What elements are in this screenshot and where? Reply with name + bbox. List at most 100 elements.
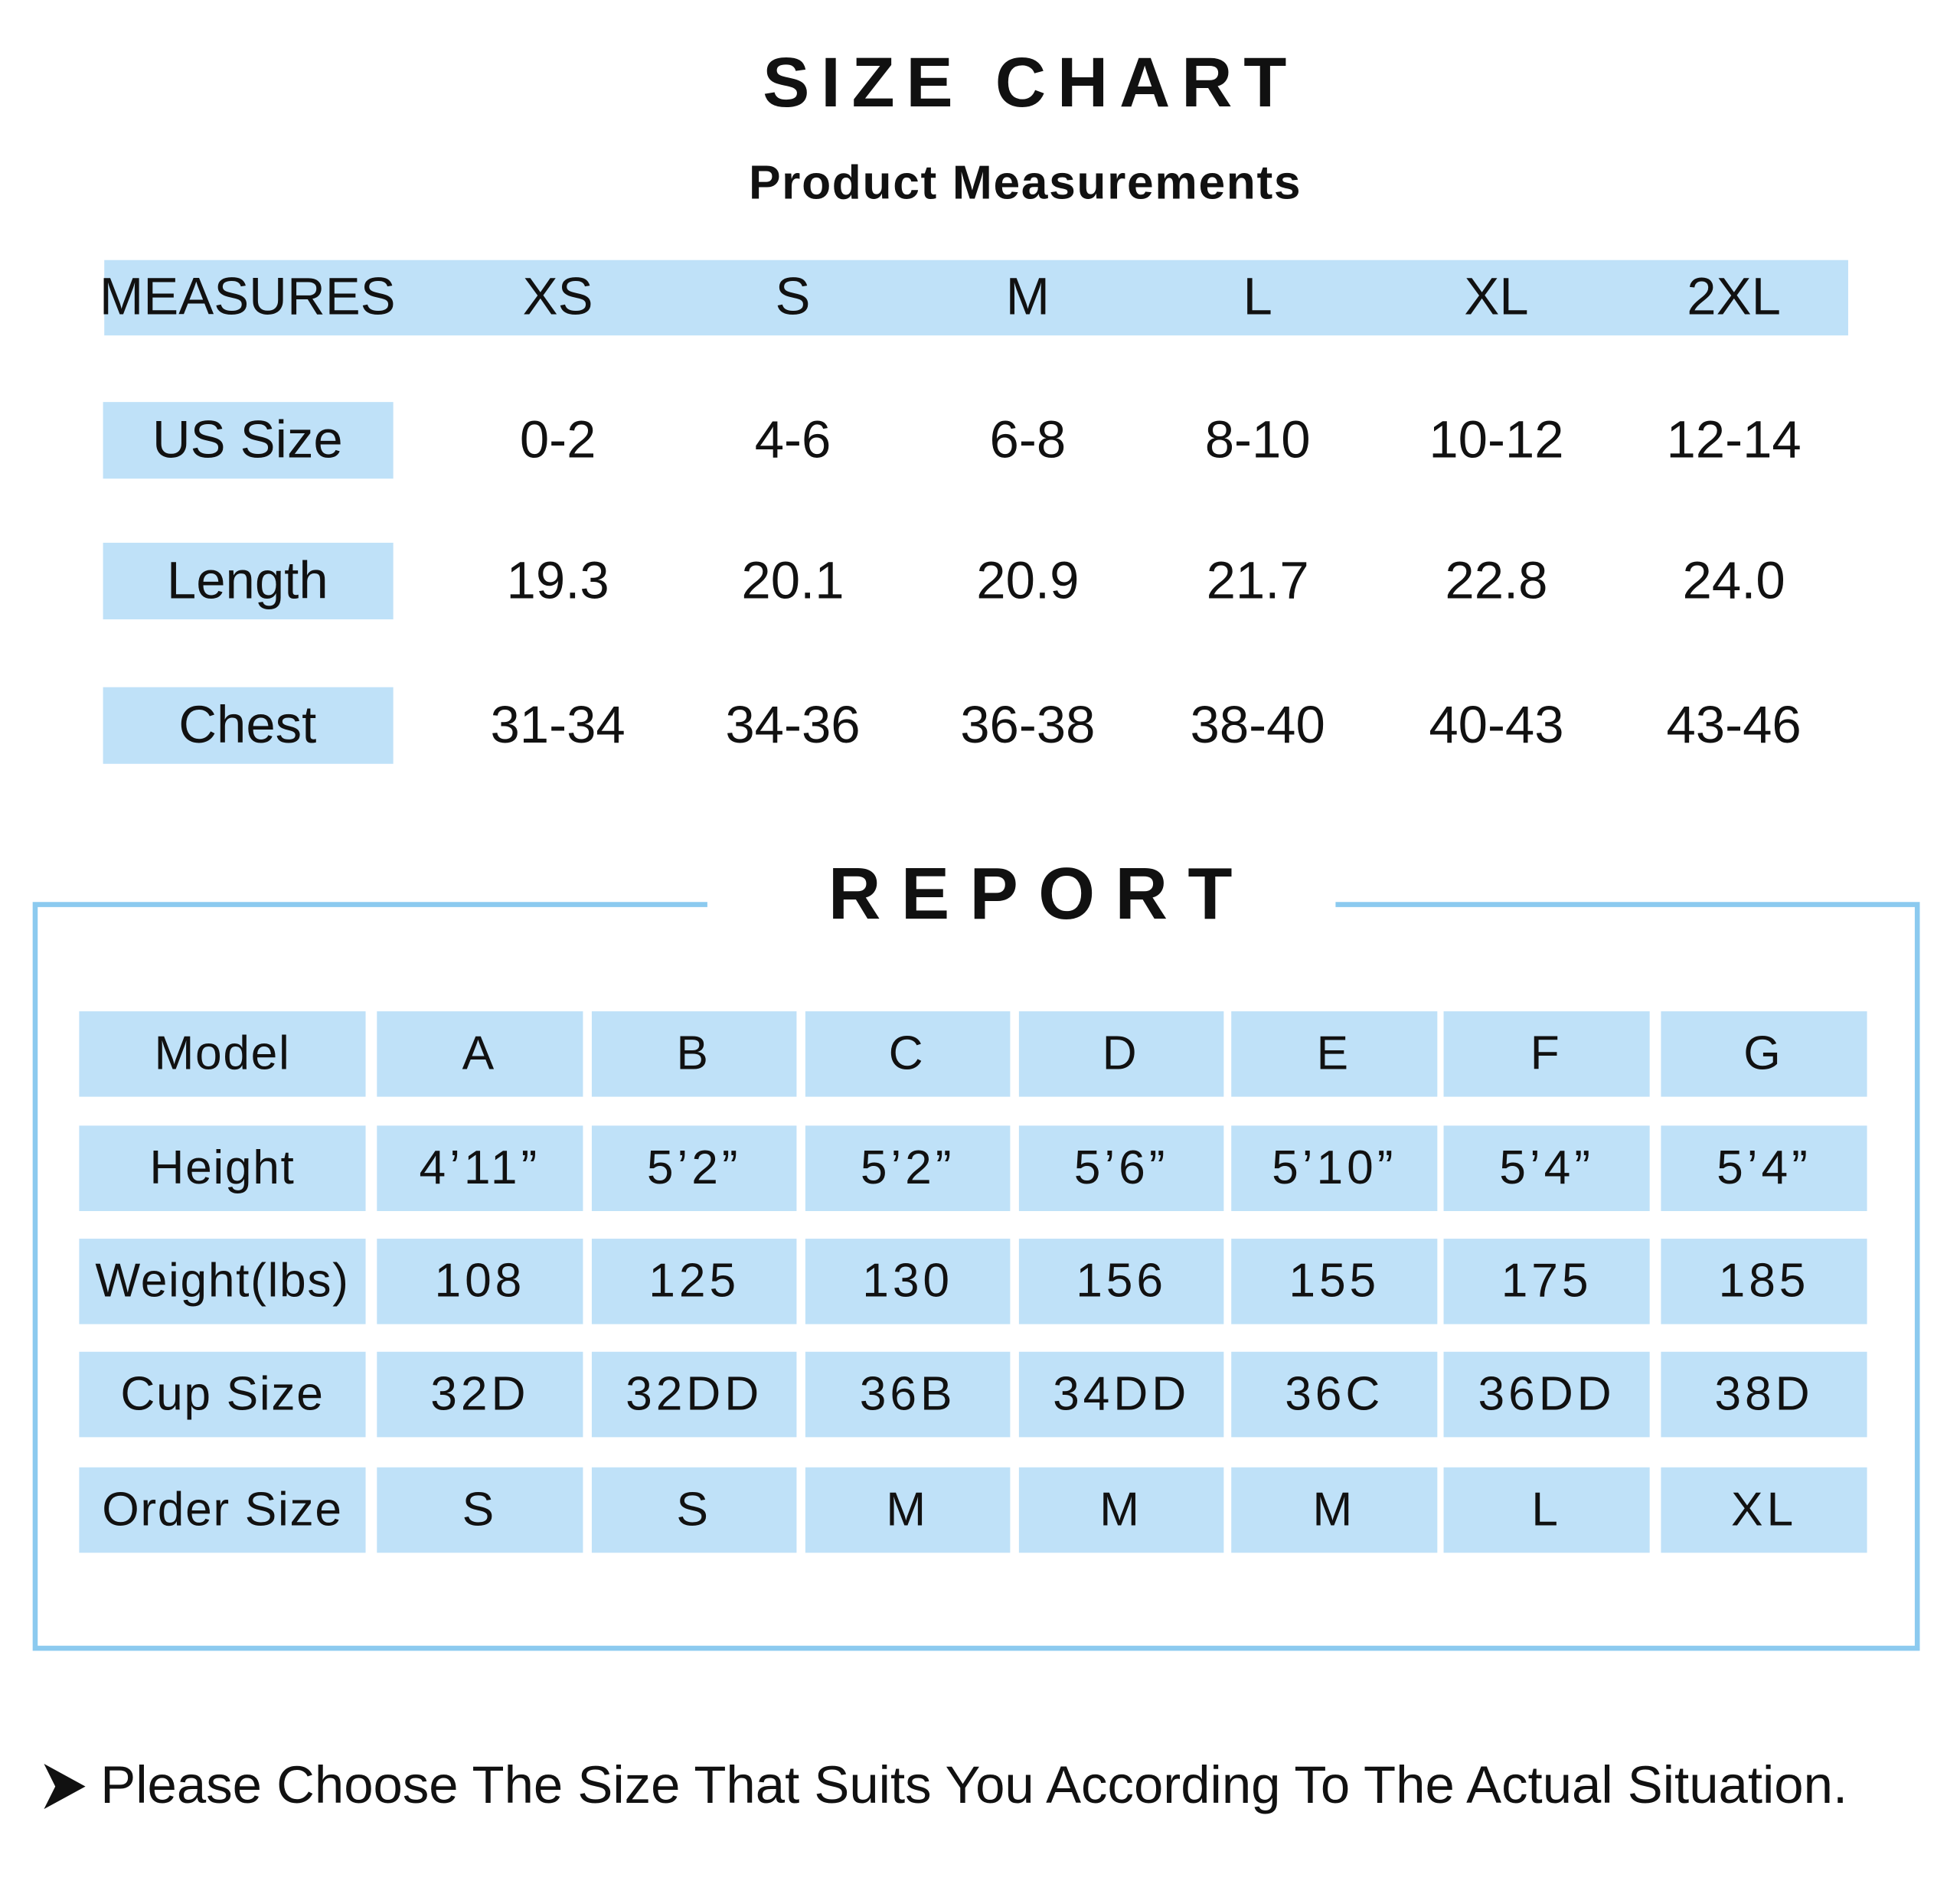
size-cell: 31-34 [490,695,625,754]
report-header-cell: B [676,1027,712,1080]
header-bar [104,260,1848,336]
report-cell-bg [805,1467,1011,1553]
report-cell-bg [1443,1011,1650,1097]
report-cell: M [886,1483,929,1536]
report-cell: 32D [430,1367,529,1420]
report-cell-bg [1443,1239,1650,1324]
size-cell: 19.3 [507,550,609,609]
size-cell: 10-12 [1429,410,1563,469]
report-cell-bg [1018,1011,1224,1097]
report-cell: 5’10” [1272,1141,1396,1194]
report-row-label: Height [149,1141,295,1194]
size-cell: 12-14 [1666,410,1801,469]
report-cell-bg [805,1011,1011,1097]
row-label-box [103,687,394,764]
size-cell: 21.7 [1207,550,1309,609]
size-cell: 4-6 [755,410,831,469]
report-cell-bg [1231,1351,1438,1438]
report-cell: 5’4” [1717,1141,1811,1194]
size-header-cell: L [1243,266,1272,325]
size-header-cell: S [776,266,811,325]
report-cell: 5’2” [861,1141,956,1194]
report-cell: 36DD [1478,1367,1615,1420]
report-frame [32,902,1920,1651]
row-label: Length [167,550,328,609]
report-cell: 185 [1719,1255,1810,1308]
report-cell-bg [805,1351,1011,1438]
report-cell: S [462,1483,498,1536]
report-cell-bg [1231,1125,1438,1211]
row-label-box [103,402,394,479]
report-cell-bg [1443,1351,1650,1438]
report-cell-bg [1661,1125,1867,1211]
report-cell: M [1312,1483,1356,1536]
report-cell-bg [1231,1239,1438,1324]
report-cell-bg [1018,1351,1224,1438]
size-cell: 20.9 [976,550,1079,609]
report-cell-bg [377,1351,583,1438]
report-cell: 36B [860,1367,956,1420]
report-row-label: Model [154,1027,290,1080]
report-cell-bg [591,1351,797,1438]
report-row-label: Weight(lbs) [95,1255,349,1308]
report-cell: 108 [434,1255,525,1308]
report-cell-bg [377,1011,583,1097]
report-cell: 156 [1076,1255,1167,1308]
report-cell-bg [79,1011,366,1097]
report-cell-bg [79,1125,366,1211]
note: Please Choose The Size That Suits You Ac… [100,1755,1847,1814]
report-cell: 36C [1285,1367,1383,1420]
report-header-cell: A [462,1027,498,1080]
report-title: REPORT [828,854,1253,935]
report-header-cell: F [1530,1027,1563,1080]
size-cell: 8-10 [1205,410,1311,469]
report-cell-bg [1443,1125,1650,1211]
size-cell: 24.0 [1683,550,1785,609]
size-cell: 22.8 [1445,550,1547,609]
report-cell-bg [591,1467,797,1553]
report-cell-bg [1018,1239,1224,1324]
report-cell: 130 [862,1255,953,1308]
report-header-cell: E [1317,1027,1353,1080]
report-cell: 34DD [1053,1367,1190,1420]
size-header-cell: M [1006,266,1050,325]
size-header-cell: 2XL [1687,266,1781,325]
report-cell-bg [1231,1467,1438,1553]
report-cell-bg [79,1351,366,1438]
report-cell: 5’4” [1499,1141,1594,1194]
report-cell-bg [79,1239,366,1324]
report-cell: 38D [1714,1367,1813,1420]
report-cell: XL [1731,1483,1797,1536]
report-cell: 175 [1501,1255,1592,1308]
report-cell-bg [805,1239,1011,1324]
report-cell-bg [1661,1239,1867,1324]
report-cell-bg [1661,1011,1867,1097]
report-cell-bg [377,1467,583,1553]
report-cell: L [1531,1483,1562,1536]
report-cell: 5’6” [1074,1141,1169,1194]
report-cell-bg [79,1467,366,1553]
report-header-cell: C [889,1027,927,1080]
report-cell-bg [377,1239,583,1324]
report-cell: 4’11” [420,1141,541,1194]
report-cell-bg [591,1011,797,1097]
report-cell: 32DD [626,1367,763,1420]
size-cell: 38-40 [1191,695,1325,754]
report-header-cell: G [1743,1027,1784,1080]
size-header-cell: MEASURES [100,266,396,325]
report-row-label: Cup Size [120,1367,324,1420]
report-cell: 5’2” [647,1141,742,1194]
size-cell: 6-8 [990,410,1067,469]
size-header-cell: XS [523,266,593,325]
report-cell-bg [591,1239,797,1324]
size-cell: 43-46 [1666,695,1801,754]
report-cell-bg [1443,1467,1650,1553]
title: SIZE CHART [763,44,1298,122]
row-label-box [103,542,394,620]
report-row-label: Order Size [102,1483,342,1536]
report-cell: 155 [1289,1255,1380,1308]
report-cell-bg [1231,1011,1438,1097]
report-cell-bg [1661,1351,1867,1438]
subtitle: Product Measurements [749,156,1302,209]
